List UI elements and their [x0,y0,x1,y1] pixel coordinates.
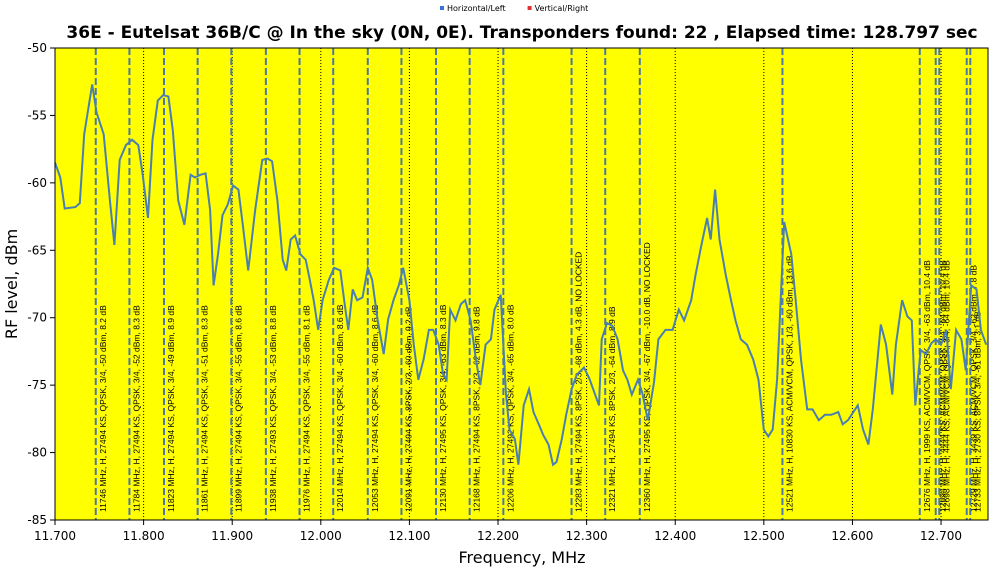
legend-swatch [527,6,532,10]
x-tick-label: 12.300 [566,529,608,543]
transponder-label: 12694 MHz, H, 4444 KS, ACM/VCM, QPSK, 3/… [938,260,948,512]
x-axis-label: Frequency, MHz [458,548,585,567]
transponder-label: 12206 MHz, H, 27492 KS, QPSK, 3/4, -65 d… [505,304,515,512]
transponder-label: 12091 MHz, H, 27494 KS, 8PSK, 2/3, -60 d… [403,306,413,512]
transponder-label: 12521 MHz, H, 10830 KS, ACM/VCM, QPSK, 1… [784,255,794,512]
y-tick-label: -85 [27,513,47,527]
y-tick-label: -60 [27,176,47,190]
transponder-label: 12698 MHz, H, 4444 KS, ACM/VCM, QPSK, 3/… [941,260,951,512]
transponder-label: 11938 MHz, H, 27493 KS, QPSK, 3/4, -53 d… [268,305,278,512]
x-tick-label: 12.100 [388,529,430,543]
y-tick-label: -65 [27,243,47,257]
x-tick-label: 12.000 [300,529,342,543]
x-tick-label: 12.200 [477,529,519,543]
x-tick-label: 12.500 [743,529,785,543]
transponder-label: 11823 MHz, H, 27494 KS, QPSK, 3/4, -49 d… [166,305,176,512]
x-tick-label: 11.900 [211,529,253,543]
legend-swatch [440,6,444,10]
y-tick-label: -50 [27,41,47,55]
transponder-label: 12130 MHz, H, 27495 KS, QPSK, 3/4, -63 d… [438,304,448,512]
transponder-label: 11899 MHz, H, 27494 KS, QPSK, 3/4, -55 d… [233,305,243,512]
series-line [54,84,988,467]
transponder-label: 12321 MHz, H, 27494 KS, 8PSK, 2/3, -64 d… [607,306,617,512]
transponder-label: 12053 MHz, H, 27494 KS, QPSK, 3/4, -60 d… [370,304,380,512]
y-tick-label: -55 [27,108,47,122]
transponder-label: 12014 MHz, H, 27494 KS, QPSK, 3/4, -60 d… [335,304,345,512]
transponder-label: 12729 MHz, H, 3439 KS, ACM/VCM, QPSK, 3/… [969,265,979,512]
y-tick-label: -80 [27,446,47,460]
transponder-label: 11746 MHz, H, 27494 KS, QPSK, 3/4, -50 d… [98,305,108,512]
transponder-label: 12168 MHz, H, 27494 KS, 8PSK, 2/3, -62 d… [472,306,482,512]
y-tick-label: -75 [27,378,47,392]
plot-border [54,47,989,521]
transponder-label: 11784 MHz, H, 27494 KS, QPSK, 3/4, -52 d… [131,305,141,512]
x-tick-label: 12.400 [654,529,696,543]
y-tick-label: -70 [27,311,47,325]
legend-label: Vertical/Right [535,4,589,13]
transponder-label: 11861 MHz, H, 27494 KS, QPSK, 3/4, -51 d… [200,305,210,512]
transponder-label: 12676 MHz, H, 1999 KS, ACM/VCM, QPSK, 3/… [922,260,932,512]
transponder-label: 12360 MHz, H, 27495 KS, QPSK, 3/4, -67 d… [642,242,652,512]
x-tick-label: 11.800 [123,529,165,543]
legend-label: Horizontal/Left [447,4,506,13]
plot-area [55,48,988,520]
chart-title: 36E - Eutelsat 36B/C @ In the sky (0N, 0… [66,23,977,43]
y-axis-label: RF level, dBm [2,229,21,339]
x-tick-label: 11.700 [34,529,76,543]
x-tick-label: 12.600 [831,529,873,543]
transponder-label: 12733 MHz, H, 2730 KS, 8PSK, 3/4, -61 dB… [972,311,982,512]
x-tick-label: 12.700 [920,529,962,543]
transponder-label: 12283 MHz, H, 27494 KS, 8PSK, 2/3, -68 d… [574,252,584,512]
transponder-label: 11976 MHz, H, 27494 KS, QPSK, 3/4, -55 d… [302,305,312,512]
